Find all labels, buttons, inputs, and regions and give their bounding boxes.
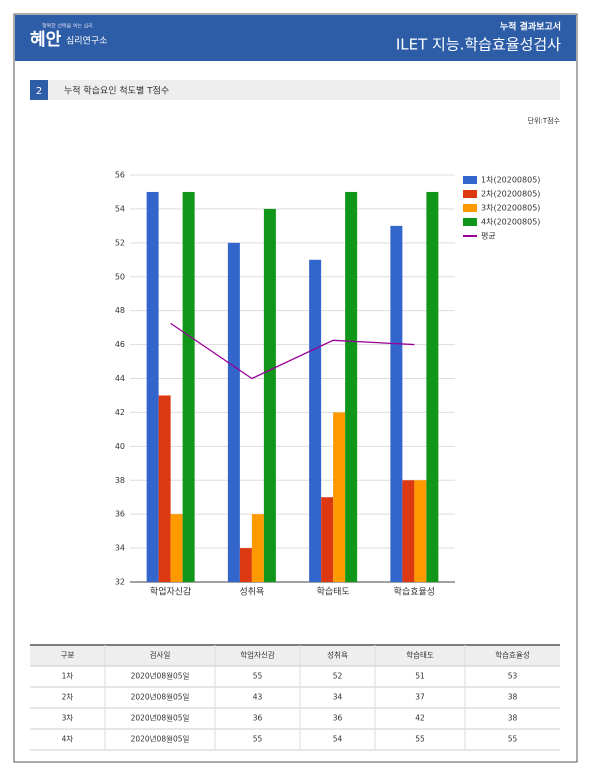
legend-label: 4차(20200805) <box>481 218 540 227</box>
test-title: ILET 지능.학습효율성검사 <box>396 36 561 54</box>
table-cell: 1차 <box>62 672 74 681</box>
x-tick-label: 학습효율성 <box>394 587 435 598</box>
bar <box>402 480 415 582</box>
legend-swatch <box>463 204 477 212</box>
legend-swatch <box>463 176 477 184</box>
section-title: 누적 학습요인 척도별 T점수 <box>64 85 169 97</box>
table-cell: 37 <box>415 693 425 702</box>
table-cell: 2020년08월05일 <box>131 671 190 681</box>
table-cell: 36 <box>253 714 263 723</box>
table-cell: 55 <box>253 672 263 681</box>
bar <box>146 191 159 583</box>
table-cell: 2020년08월05일 <box>131 734 190 744</box>
table-header-cell: 검사일 <box>150 650 171 660</box>
table-header-bg <box>30 645 560 666</box>
table-cell: 53 <box>508 672 518 681</box>
table-cell: 4차 <box>62 735 74 744</box>
table-header-cell: 성취욕 <box>327 651 348 660</box>
y-tick-label: 50 <box>115 272 125 281</box>
bar <box>309 259 322 582</box>
logo-sub: 심리연구소 <box>66 36 107 47</box>
unit: 단위:T점수 <box>528 116 561 125</box>
table-cell: 36 <box>333 714 343 723</box>
y-tick-label: 34 <box>115 544 125 553</box>
average-line <box>170 322 415 380</box>
y-tick-label: 32 <box>115 578 125 587</box>
legend-swatch <box>463 190 477 198</box>
report-title: 누적 결과보고서 <box>500 21 561 33</box>
y-tick-label: 46 <box>115 340 125 349</box>
header-band <box>15 15 576 61</box>
bar <box>390 225 403 582</box>
bar <box>227 242 240 583</box>
table-cell: 52 <box>333 672 343 681</box>
table-cell: 34 <box>333 693 343 702</box>
legend-label: 평균 <box>481 231 496 241</box>
table-cell: 55 <box>508 735 518 744</box>
bar <box>170 514 183 582</box>
table-cell: 38 <box>508 693 518 702</box>
table-cell: 54 <box>333 735 343 744</box>
y-tick-label: 40 <box>115 442 125 451</box>
x-tick-label: 성취욕 <box>239 587 264 598</box>
legend-label: 2차(20200805) <box>481 190 540 199</box>
y-tick-label: 48 <box>115 306 125 315</box>
bar <box>263 208 276 582</box>
bar <box>251 514 264 582</box>
x-tick-label: 학습태도 <box>317 587 350 598</box>
bar <box>239 548 252 582</box>
table-header-cell: 구분 <box>61 651 75 660</box>
legend-swatch <box>463 218 477 226</box>
table-cell: 2020년08월05일 <box>131 713 190 723</box>
bar <box>158 395 171 582</box>
bar <box>426 191 439 583</box>
bar <box>182 191 195 583</box>
table-cell: 42 <box>415 714 425 723</box>
x-tick-label: 학업자신감 <box>150 586 191 598</box>
table-header-cell: 학습태도 <box>406 650 434 660</box>
y-tick-label: 42 <box>115 408 125 417</box>
table-cell: 38 <box>508 714 518 723</box>
table-cell: 51 <box>415 672 425 681</box>
y-tick-label: 38 <box>115 476 125 485</box>
table-cell: 43 <box>253 693 263 702</box>
table-cell: 2차 <box>62 693 74 702</box>
table-cell: 55 <box>253 735 263 744</box>
bar <box>345 191 358 583</box>
section-box <box>30 80 48 100</box>
legend-label: 1차(20200805) <box>481 176 540 185</box>
logo-tagline: 행복한 선택을 여는 심리 <box>42 23 93 30</box>
bar <box>414 480 427 582</box>
table-header-cell: 학업자신감 <box>240 650 275 660</box>
y-tick-label: 36 <box>115 510 125 519</box>
bar <box>321 497 334 582</box>
y-tick-label: 54 <box>115 204 125 213</box>
table-header-cell: 학습효율성 <box>495 650 530 660</box>
table-cell: 2020년08월05일 <box>131 692 190 702</box>
y-tick-label: 52 <box>115 238 125 247</box>
section-number: 2 <box>36 86 42 97</box>
logo-name: 혜안 <box>30 30 62 50</box>
y-tick-label: 44 <box>115 374 125 383</box>
section-bar <box>30 80 560 100</box>
y-tick-label: 56 <box>115 171 125 180</box>
table-cell: 55 <box>415 735 425 744</box>
bar <box>333 412 346 582</box>
legend-label: 3차(20200805) <box>481 204 540 213</box>
table-cell: 3차 <box>62 714 74 723</box>
frame <box>13 13 578 763</box>
